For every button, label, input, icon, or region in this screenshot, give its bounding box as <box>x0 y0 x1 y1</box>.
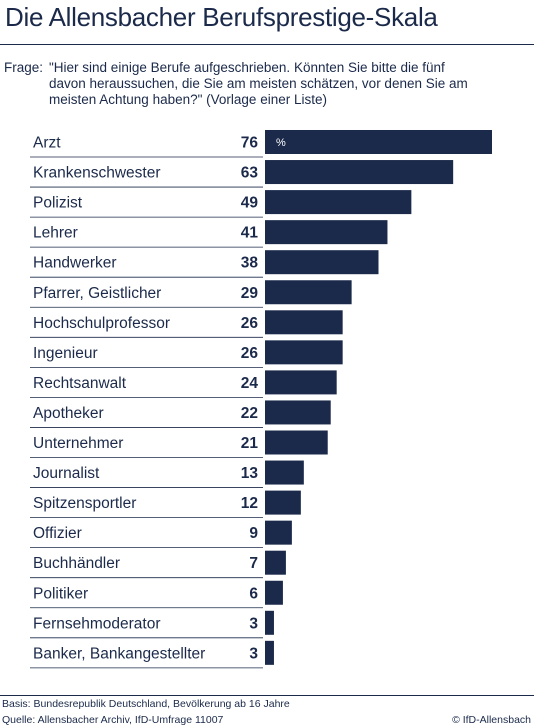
value-label: 6 <box>249 585 258 602</box>
value-label: 21 <box>241 435 259 452</box>
bar <box>265 550 286 575</box>
bar <box>265 520 292 545</box>
bar <box>265 310 343 335</box>
bar <box>265 340 343 365</box>
value-label: 7 <box>249 555 258 572</box>
value-label: 49 <box>241 195 259 212</box>
value-label: 24 <box>241 375 259 392</box>
value-label: 12 <box>241 495 258 512</box>
unit-label: % <box>276 137 286 149</box>
footer-source: Quelle: Allensbacher Archiv, IfD-Umfrage… <box>2 714 224 726</box>
top-divider <box>0 44 534 45</box>
value-label: 3 <box>249 645 258 662</box>
bar <box>265 130 492 154</box>
category-label: Spitzensportler <box>33 495 136 512</box>
bar <box>265 400 331 425</box>
category-label: Ingenieur <box>33 345 98 362</box>
bar <box>265 220 388 245</box>
value-label: 26 <box>241 345 259 362</box>
value-label: 22 <box>241 405 258 422</box>
category-label: Hochschulprofessor <box>33 315 170 332</box>
bar <box>265 460 304 485</box>
bar <box>265 160 454 185</box>
category-label: Krankenschwester <box>33 165 161 182</box>
bar <box>265 640 274 665</box>
bar <box>265 190 412 215</box>
bar <box>265 490 301 515</box>
value-label: 29 <box>241 285 259 302</box>
value-label: 38 <box>241 255 259 272</box>
bar <box>265 370 337 395</box>
value-label: 41 <box>241 225 259 242</box>
bar <box>265 580 283 605</box>
category-label: Fernsehmoderator <box>33 615 161 632</box>
question-text: "Hier sind einige Berufe aufgeschrieben.… <box>49 60 468 107</box>
chart-title: Die Allensbacher Berufsprestige-Skala <box>5 2 438 32</box>
footer-copyright: © IfD-Allensbach <box>452 714 531 726</box>
value-label: 3 <box>249 615 258 632</box>
value-label: 76 <box>241 135 259 152</box>
category-label: Unternehmer <box>33 435 123 452</box>
value-label: 26 <box>241 315 259 332</box>
category-label: Handwerker <box>33 255 117 272</box>
value-label: 9 <box>249 525 258 542</box>
category-label: Journalist <box>33 465 100 482</box>
value-label: 13 <box>241 465 259 482</box>
category-label: Rechtsanwalt <box>33 375 127 392</box>
category-label: Buchhändler <box>33 555 120 572</box>
footer-basis: Basis: Bundesrepublik Deutschland, Bevöl… <box>2 698 290 710</box>
bar <box>265 280 352 305</box>
value-label: 63 <box>241 165 259 182</box>
question-label: Frage: <box>4 60 44 75</box>
bottom-divider <box>0 695 534 696</box>
category-label: Lehrer <box>33 225 78 242</box>
category-label: Arzt <box>33 135 61 152</box>
category-label: Polizist <box>33 195 83 212</box>
category-label: Politiker <box>33 585 88 602</box>
bar <box>265 430 328 455</box>
category-label: Banker, Bankangestellter <box>33 645 205 662</box>
bar <box>265 610 274 635</box>
bar <box>265 250 379 275</box>
category-label: Pfarrer, Geistlicher <box>33 285 161 302</box>
category-label: Offizier <box>33 525 82 542</box>
category-label: Apotheker <box>33 405 104 422</box>
